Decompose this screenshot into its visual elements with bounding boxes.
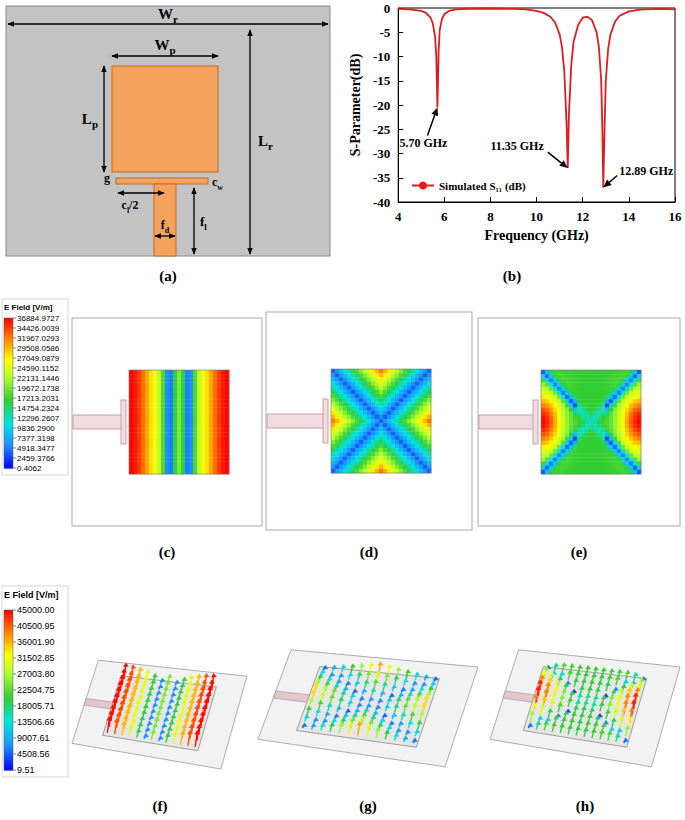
svg-text:-5: -5 [379,25,390,40]
svg-text:cl/2: cl/2 [122,198,139,215]
svg-text:E Field [V/m]: E Field [V/m] [4,590,59,600]
svg-text:31967.0293: 31967.0293 [17,334,60,343]
svg-text:Wp: Wp [154,37,175,56]
svg-text:22131.1446: 22131.1446 [17,374,60,383]
svg-text:18005.71: 18005.71 [17,701,55,711]
svg-text:-20: -20 [373,98,390,113]
svg-text:14754.2324: 14754.2324 [17,404,60,413]
svg-text:14: 14 [622,209,636,224]
svg-text:9836.2900: 9836.2900 [17,424,55,433]
svg-text:10: 10 [530,209,543,224]
svg-text:cw: cw [212,175,223,192]
svg-text:27003.80: 27003.80 [17,669,55,679]
svg-text:Wr: Wr [158,6,178,25]
svg-text:fl: fl [200,214,207,232]
svg-text:24590.1152: 24590.1152 [17,364,59,373]
svg-text:36884.9727: 36884.9727 [17,314,60,323]
svg-text:(a): (a) [159,268,177,285]
svg-text:(d): (d) [360,544,378,561]
svg-text:(f): (f) [153,798,168,815]
svg-text:11.35 GHz: 11.35 GHz [490,139,544,153]
svg-text:40500.95: 40500.95 [17,621,55,631]
svg-text:16: 16 [669,209,683,224]
svg-text:-35: -35 [373,170,391,185]
svg-text:Lr: Lr [258,133,273,152]
svg-text:-30: -30 [373,146,390,161]
svg-text:-15: -15 [373,73,391,88]
svg-text:4508.56: 4508.56 [17,749,50,759]
svg-text:fd: fd [161,218,170,235]
svg-text:-10: -10 [373,49,390,64]
svg-text:29508.0586: 29508.0586 [17,344,60,353]
svg-text:45000.00: 45000.00 [17,605,55,615]
svg-text:36001.90: 36001.90 [17,637,55,647]
svg-text:-40: -40 [373,195,390,210]
svg-text:19672.1738: 19672.1738 [17,384,60,393]
svg-text:4: 4 [395,209,402,224]
svg-text:(b): (b) [503,268,521,285]
svg-text:22504.75: 22504.75 [17,685,55,695]
svg-text:4918.3477: 4918.3477 [17,444,55,453]
svg-text:12: 12 [576,209,589,224]
svg-text:E Field [V/m]: E Field [V/m] [4,303,53,312]
svg-text:7377.3198: 7377.3198 [17,434,55,443]
svg-text:Simulated S₁₁ (dB): Simulated S₁₁ (dB) [439,180,526,193]
svg-text:17213.2031: 17213.2031 [17,394,60,403]
svg-text:12.89 GHz: 12.89 GHz [619,164,674,178]
svg-text:9007.61: 9007.61 [17,733,50,743]
svg-text:-25: -25 [373,122,391,137]
svg-text:(h): (h) [576,798,594,815]
svg-text:2459.3766: 2459.3766 [17,454,55,463]
svg-text:(e): (e) [571,544,588,561]
svg-text:6: 6 [441,209,448,224]
svg-text:12296.2607: 12296.2607 [17,414,60,423]
svg-text:(g): (g) [359,798,377,815]
svg-text:31502.85: 31502.85 [17,653,55,663]
svg-text:(c): (c) [159,544,176,561]
svg-text:27049.0879: 27049.0879 [17,354,60,363]
svg-text:S-Parameter(dB): S-Parameter(dB) [348,53,364,156]
svg-text:13506.66: 13506.66 [17,717,55,727]
svg-text:0: 0 [384,1,391,16]
svg-text:g: g [104,171,110,185]
svg-text:9.51: 9.51 [17,765,35,775]
svg-text:5.70 GHz: 5.70 GHz [399,136,448,150]
svg-text:0.4062: 0.4062 [17,464,42,473]
svg-text:Lp: Lp [82,111,98,130]
svg-text:Frequency (GHz): Frequency (GHz) [484,228,589,244]
svg-text:34426.0039: 34426.0039 [17,324,60,333]
svg-text:8: 8 [487,209,494,224]
